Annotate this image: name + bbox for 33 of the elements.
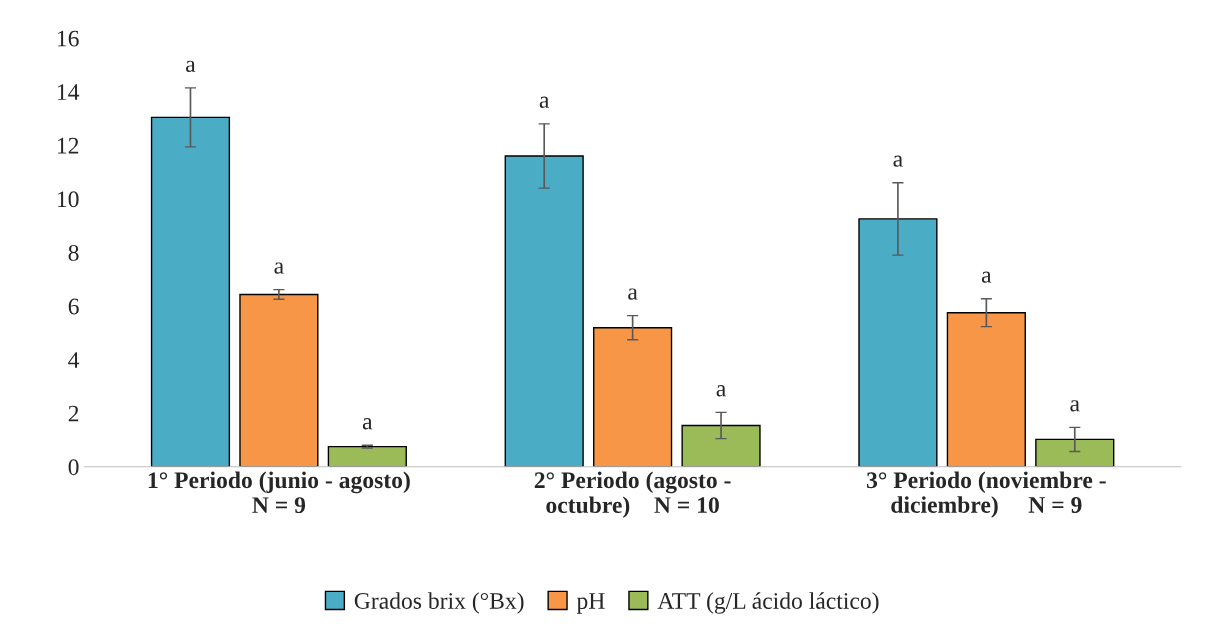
y-tick-label: 4 xyxy=(68,352,80,368)
annotation: a xyxy=(186,60,196,73)
y-tick-label: 16 xyxy=(57,30,79,47)
annotation: a xyxy=(274,262,284,274)
annotation: a xyxy=(628,288,638,300)
bar xyxy=(239,293,319,467)
y-tick-label: 12 xyxy=(57,137,79,154)
legend-label: pH xyxy=(576,593,605,614)
bar xyxy=(681,424,761,467)
annotation: a xyxy=(981,271,992,283)
bar xyxy=(1035,438,1115,467)
x-tick-label: 2° Periodo (agosto - octubre) N = 10 xyxy=(534,471,731,518)
bar xyxy=(858,218,938,467)
bar xyxy=(327,445,407,467)
legend-label: ATT (g/L ácido láctico) xyxy=(657,592,879,614)
bar xyxy=(593,326,673,467)
annotation: a xyxy=(893,155,903,167)
y-tick-label: 8 xyxy=(68,244,79,261)
x-tick-label: 1° Periodo (junio - agosto) N = 9 xyxy=(148,471,410,514)
bar xyxy=(150,116,231,467)
x-tick-label: 3° Periodo (noviembre - diciembre) N = 9 xyxy=(866,471,1106,518)
bar xyxy=(504,155,584,467)
legend-label: Grados brix (°Bx) xyxy=(354,592,524,614)
y-tick-label: 2 xyxy=(68,405,79,422)
annotation: a xyxy=(539,96,550,108)
y-tick-label: 10 xyxy=(57,191,79,208)
y-tick-label: 6 xyxy=(68,298,79,315)
y-tick-label: 14 xyxy=(57,84,80,100)
y-tick-label: 0 xyxy=(68,459,79,476)
annotation: a xyxy=(1070,400,1080,412)
annotation: a xyxy=(716,385,726,397)
bar xyxy=(946,311,1026,467)
annotation: a xyxy=(362,418,373,430)
